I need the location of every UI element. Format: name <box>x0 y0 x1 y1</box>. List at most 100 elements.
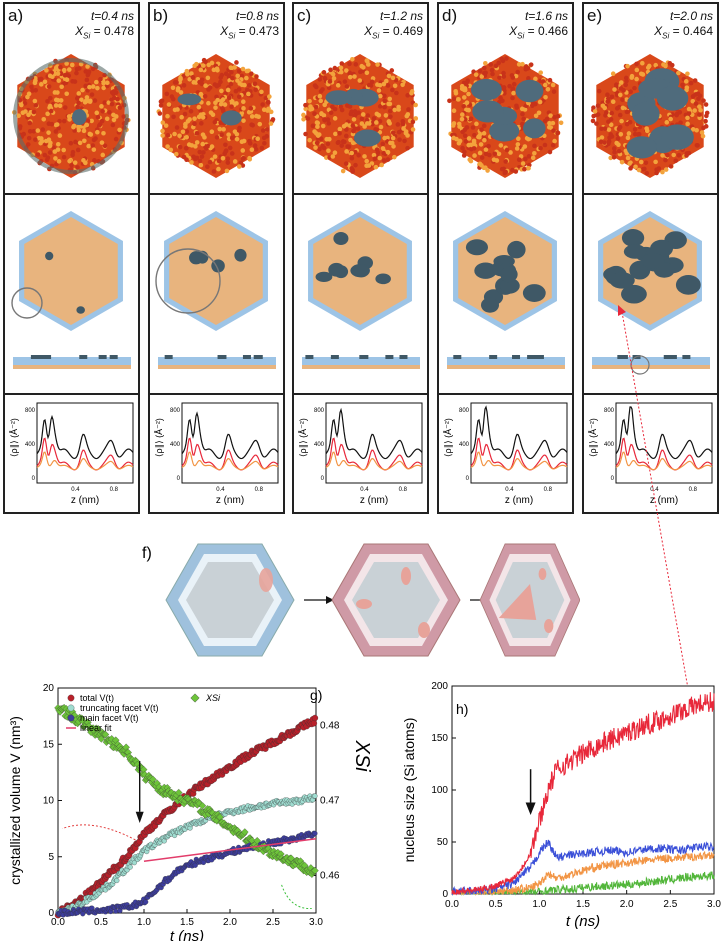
density-profile: 800 400 0 0.4 0.8 ⟨ρ∥⟩ (Å⁻²) z (nm) <box>150 395 283 512</box>
atomistic-top-view <box>447 54 564 178</box>
g-legend-entry: main facet V(t) <box>80 713 139 723</box>
atomistic-top-view <box>590 54 710 178</box>
side-view <box>584 195 717 395</box>
density-ylabel: ⟨ρ∥⟩ (Å⁻²) <box>9 418 19 457</box>
ytick: 800 <box>170 408 181 414</box>
time-label: t=0.4 ns <box>90 9 134 23</box>
density-ylabel: ⟨ρ∥⟩ (Å⁻²) <box>298 418 308 457</box>
density-ylabel: ⟨ρ∥⟩ (Å⁻²) <box>154 418 164 457</box>
h-ytick: 200 <box>431 681 448 692</box>
g-xtick: 2.5 <box>266 917 280 928</box>
g-point <box>312 793 318 799</box>
panel-label: e) <box>587 6 603 25</box>
g-xtick: 0.0 <box>51 917 65 928</box>
g-point-xsi <box>174 788 183 797</box>
ytick: 400 <box>604 442 615 448</box>
h-ytick: 50 <box>437 837 449 848</box>
ytick: 0 <box>32 476 36 482</box>
g-y2tick: 0.48 <box>320 721 340 732</box>
density-xlabel: z (nm) <box>650 495 678 506</box>
h-xtick: 0.0 <box>445 899 459 910</box>
hexagon-2 <box>331 543 461 657</box>
xtick: 0.8 <box>399 487 408 493</box>
g-point <box>80 911 86 917</box>
top-view: a) t=0.4 ns XSi = 0.478 <box>5 4 138 195</box>
g-xtick: 2.0 <box>223 917 237 928</box>
density-xlabel: z (nm) <box>216 495 244 506</box>
g-xtick: 1.0 <box>137 917 151 928</box>
atomistic-top-view <box>12 54 131 178</box>
density-ylabel: ⟨ρ∥⟩ (Å⁻²) <box>588 418 598 457</box>
atomistic-side-view <box>302 211 420 369</box>
atomistic-side-view <box>447 211 565 369</box>
panel-d: d) t=1.6 ns XSi = 0.466 800 400 0 0.4 0.8 ⟨ρ∥… <box>437 2 574 514</box>
g-xlabel: t (ns) <box>170 928 204 941</box>
h-ytick: 0 <box>442 889 448 900</box>
xsi-label: XSi = 0.466 <box>509 24 568 41</box>
g-point <box>312 830 318 837</box>
xtick: 0.8 <box>689 487 698 493</box>
g-point-xsi <box>311 866 319 875</box>
xtick: 0.4 <box>71 487 80 493</box>
panel-a: a) t=0.4 ns XSi = 0.478 800 400 0 0.4 0.8 ⟨ρ∥… <box>3 2 140 514</box>
g-xtick: 3.0 <box>309 917 323 928</box>
atomistic-top-view <box>301 54 419 178</box>
h-xtick: 2.5 <box>663 899 677 910</box>
g-y2label: XSi <box>351 740 373 773</box>
density-plot: 800 400 0 0.4 0.8 ⟨ρ∥⟩ (Å⁻²) z (nm) <box>588 402 713 506</box>
g-ytick: 0 <box>48 908 54 919</box>
xsi-label: XSi = 0.473 <box>220 24 279 41</box>
g-ytick: 20 <box>43 683 55 694</box>
schematic-f: f) <box>142 543 580 657</box>
atomistic-top-view <box>156 54 276 178</box>
chart-h: 0.0 0.5 1.0 1.5 2.0 2.5 3.0 0 50 100 150 200 t (ns) n… <box>401 681 721 930</box>
chart-g: 0.0 0.5 1.0 1.5 2.0 2.5 3.0 0 5 10 15 20 0.46 0.47 0.4… <box>7 683 373 941</box>
density-xlabel: z (nm) <box>360 495 388 506</box>
panel-e: e) t=2.0 ns XSi = 0.464 800 400 0 0.4 0.8 ⟨ρ∥… <box>582 2 719 514</box>
density-xlabel: z (nm) <box>505 495 533 506</box>
density-plot: 800 400 0 0.4 0.8 ⟨ρ∥⟩ (Å⁻²) z (nm) <box>443 402 568 506</box>
ytick: 0 <box>321 476 325 482</box>
ytick: 0 <box>466 476 470 482</box>
ytick: 400 <box>170 442 181 448</box>
density-plot: 800 400 0 0.4 0.8 ⟨ρ∥⟩ (Å⁻²) z (nm) <box>9 402 134 506</box>
g-legend-entry: linear fit <box>80 723 112 733</box>
h-xtick: 1.0 <box>532 899 546 910</box>
top-view: c) t=1.2 ns XSi = 0.469 <box>294 4 427 195</box>
density-profile: 800 400 0 0.4 0.8 ⟨ρ∥⟩ (Å⁻²) z (nm) <box>439 395 572 512</box>
g-panel-label: g) <box>310 687 322 703</box>
ytick: 800 <box>25 408 36 414</box>
h-xtick: 2.0 <box>620 899 634 910</box>
g-ytick: 15 <box>43 739 55 750</box>
g-y2tick: 0.46 <box>320 871 340 882</box>
g-point-xsi <box>101 730 110 739</box>
panel-label: b) <box>153 6 169 25</box>
xsi-label: XSi = 0.478 <box>75 24 134 41</box>
density-profile: 800 400 0 0.4 0.8 ⟨ρ∥⟩ (Å⁻²) z (nm) <box>5 395 138 512</box>
ytick: 800 <box>314 408 325 414</box>
h-panel-label: h) <box>456 701 468 717</box>
g-point-xsi <box>287 854 295 863</box>
side-view <box>150 195 283 395</box>
xsi-label: XSi = 0.469 <box>364 24 423 41</box>
panel-label: d) <box>442 6 458 25</box>
atomistic-side-view <box>592 211 710 375</box>
side-view <box>294 195 427 395</box>
g-ytick: 10 <box>43 796 55 807</box>
hexagon-1 <box>165 543 295 657</box>
density-xlabel: z (nm) <box>71 495 99 506</box>
g-point <box>310 720 318 727</box>
panel-b: b) t=0.8 ns XSi = 0.473 800 400 0 0.4 0.8 ⟨ρ∥… <box>148 2 285 514</box>
g-linear-fit <box>143 838 317 862</box>
density-plot: 800 400 0 0.4 0.8 ⟨ρ∥⟩ (Å⁻²) z (nm) <box>298 402 423 506</box>
g-point-xsi <box>139 765 148 774</box>
ytick: 400 <box>314 442 325 448</box>
ytick: 800 <box>604 408 615 414</box>
g-point-xsi <box>149 775 157 784</box>
h-xtick: 0.5 <box>489 899 503 910</box>
g-point-xsi <box>253 837 261 845</box>
time-label: t=0.8 ns <box>235 9 279 23</box>
g-point <box>127 864 133 870</box>
g-xtick: 0.5 <box>94 917 108 928</box>
g-y2tick: 0.47 <box>320 796 340 807</box>
